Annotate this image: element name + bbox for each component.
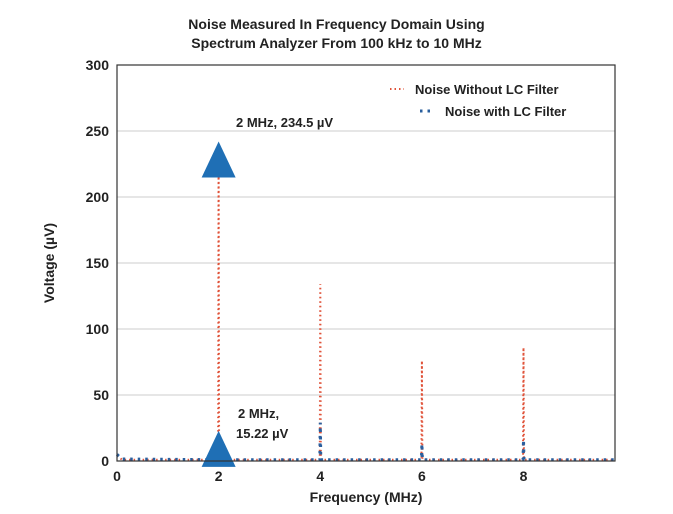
series-line-without-filter: [116, 151, 615, 461]
chart-title-line-1: Noise Measured In Frequency Domain Using: [188, 16, 485, 32]
series-line-with-filter: [115, 422, 615, 462]
x-tick-labels: 0 2 4 6 8: [113, 468, 528, 484]
y-axis-label: Voltage (µV): [41, 223, 57, 303]
peak-marker-without-filter: [201, 141, 236, 178]
x-tick-label-4: 4: [316, 468, 324, 484]
y-tick-label-200: 200: [86, 189, 110, 205]
y-tick-label-50: 50: [93, 387, 109, 403]
x-axis-label: Frequency (MHz): [310, 489, 423, 505]
y-tick-label-250: 250: [86, 123, 110, 139]
annotation-peak-without-filter: 2 MHz, 234.5 µV: [236, 115, 333, 130]
annotation-peak-with-filter-line-2: 15.22 µV: [236, 426, 289, 441]
y-tick-label-100: 100: [86, 321, 110, 337]
annotation-markers: [201, 141, 236, 467]
y-tick-label-300: 300: [86, 57, 110, 73]
chart-title-line-2: Spectrum Analyzer From 100 kHz to 10 MHz: [191, 35, 482, 51]
gridlines: [117, 130, 615, 396]
legend: Noise Without LC Filter Noise with LC Fi…: [390, 82, 566, 119]
y-tick-label-150: 150: [86, 255, 110, 271]
x-tick-label-0: 0: [113, 468, 121, 484]
x-tick-label-2: 2: [215, 468, 223, 484]
annotation-peak-with-filter-line-1: 2 MHz,: [238, 406, 279, 421]
legend-label-without-filter: Noise Without LC Filter: [415, 82, 559, 97]
legend-label-with-filter: Noise with LC Filter: [445, 104, 566, 119]
plot-frame: [116, 64, 616, 462]
series-lines: [115, 151, 615, 462]
x-tick-label-6: 6: [418, 468, 426, 484]
y-tick-labels: 0 50 100 150 200 250 300: [86, 57, 110, 469]
peak-marker-with-filter: [201, 430, 236, 467]
x-tick-label-8: 8: [520, 468, 528, 484]
y-tick-label-0: 0: [101, 453, 109, 469]
